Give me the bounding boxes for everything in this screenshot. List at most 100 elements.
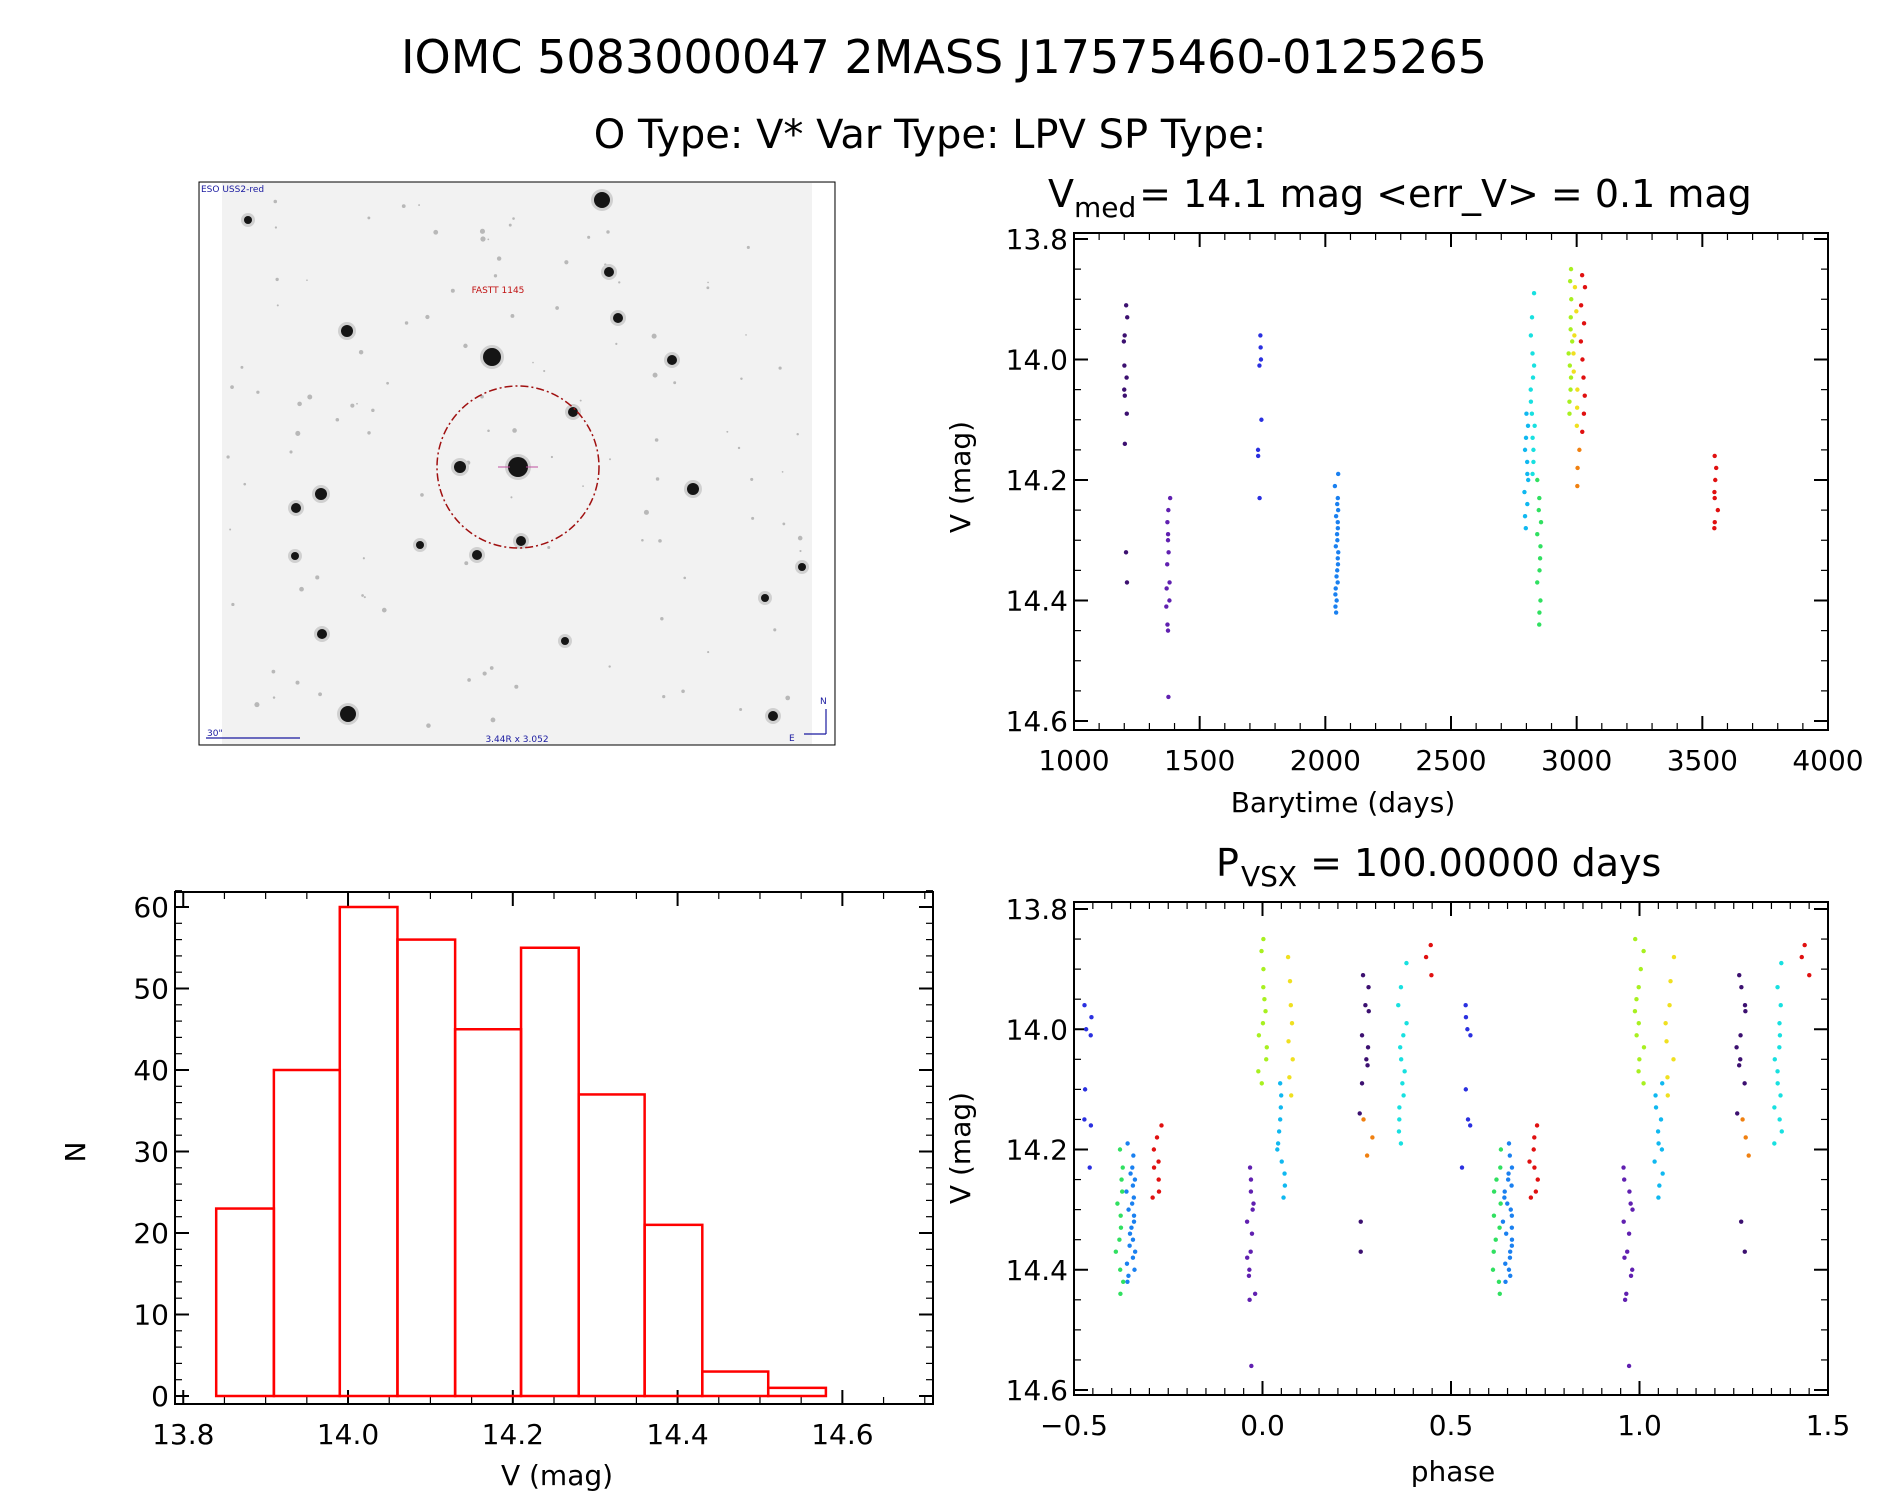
- light-curve-point: [1333, 586, 1338, 591]
- faint-star: [609, 458, 611, 461]
- light-curve-point: [1531, 291, 1537, 296]
- histogram-ytick-label: 10: [133, 1299, 169, 1332]
- light-curve-point: [1582, 393, 1587, 398]
- faint-star: [254, 702, 260, 708]
- light-curve-point: [1333, 513, 1339, 519]
- light-curve-ytick-label: 13.8: [1006, 223, 1068, 256]
- faint-star: [426, 723, 431, 728]
- faint-star: [450, 288, 455, 293]
- phase-plot-point: [1244, 1219, 1250, 1224]
- phase-plot-point: [1533, 1189, 1539, 1194]
- light-curve-point: [1258, 345, 1263, 350]
- phase-plot-point: [1398, 1141, 1404, 1146]
- histogram-ytick-label: 30: [133, 1136, 169, 1169]
- phase-plot-point: [1082, 1117, 1087, 1122]
- light-curve-point: [1523, 526, 1528, 531]
- faint-star: [799, 549, 802, 553]
- phase-plot-point: [1500, 1219, 1506, 1224]
- phase-plot-point: [1366, 984, 1371, 990]
- light-curve-point: [1712, 519, 1717, 525]
- phase-plot-point: [1365, 1045, 1371, 1050]
- histogram-bar: [701, 1370, 770, 1398]
- phase-plot-point: [1249, 1363, 1254, 1369]
- phase-plot-point: [1775, 984, 1780, 990]
- phase-plot-point: [1154, 1135, 1160, 1140]
- phase-plot-point: [1502, 1189, 1507, 1194]
- light-curve-point: [1334, 598, 1339, 603]
- light-curve-point: [1333, 604, 1338, 609]
- phase-plot-point: [1287, 978, 1293, 984]
- light-curve-point: [1531, 447, 1536, 453]
- phase-plot-point: [1127, 1231, 1133, 1236]
- light-curve-point: [1257, 495, 1262, 501]
- light-curve-point: [1567, 278, 1573, 284]
- phase-plot-point: [1401, 1033, 1406, 1038]
- faint-star: [510, 314, 515, 318]
- faint-star: [579, 399, 582, 402]
- histogram-xtick-label: 13.8: [152, 1418, 214, 1451]
- phase-plot-point: [1402, 1069, 1407, 1074]
- faint-star: [230, 385, 234, 390]
- faint-star: [750, 477, 754, 481]
- phase-plot-point: [1261, 984, 1266, 990]
- light-curve-title-rest: = 14.1 mag <err_V> = 0.1 mag: [1127, 172, 1752, 216]
- faint-star: [490, 717, 496, 723]
- phase-plot-point: [1259, 948, 1264, 954]
- faint-star: [781, 471, 784, 473]
- phase-plot-point: [1777, 1021, 1782, 1026]
- light-curve-point: [1335, 538, 1340, 543]
- phase-plot-point: [1259, 1081, 1264, 1086]
- phase-plot-point: [1363, 1003, 1368, 1008]
- phase-plot-point: [1459, 1165, 1465, 1170]
- phase-plot-point: [1275, 1141, 1281, 1146]
- light-curve-plot-area: 1000 1500 2000 2500 3000 3500 4000 13.8 14.0 14.2…: [1006, 223, 1864, 777]
- phase-plot-point: [1507, 1153, 1513, 1158]
- phase-plot-point: [1264, 1057, 1269, 1062]
- light-curve-point: [1532, 423, 1537, 428]
- phase-plot-point: [1634, 996, 1639, 1002]
- phase-plot-point: [1668, 978, 1673, 984]
- phase-plot-point: [1401, 1093, 1406, 1098]
- phase-plot-point: [1428, 942, 1433, 948]
- faint-star: [480, 236, 486, 242]
- light-curve-point: [1571, 351, 1576, 356]
- light-curve-point: [1571, 369, 1576, 374]
- phase-plot-title-rest: = 100.00000 days: [1298, 841, 1661, 885]
- light-curve-point: [1581, 411, 1587, 416]
- phase-plot-point: [1261, 966, 1266, 972]
- histogram-ytick-label: 40: [133, 1054, 169, 1087]
- faint-star: [673, 381, 677, 385]
- phase-plot-point: [1777, 1117, 1782, 1122]
- light-curve-point: [1529, 315, 1535, 320]
- phase-plot-area: −0.5 0.0 0.5 1.0 1.5 13.8 14.0 14.2 14.4 14.6: [1006, 893, 1851, 1442]
- phase-plot-point: [1289, 1021, 1295, 1026]
- phase-plot-point: [1117, 1147, 1123, 1152]
- phase-plot-point: [1358, 1249, 1363, 1254]
- phase-plot-point: [1120, 1165, 1125, 1170]
- phase-plot-point: [1089, 1015, 1094, 1020]
- phase-plot-point: [1087, 1165, 1092, 1170]
- phase-plot-point: [1775, 1081, 1780, 1086]
- phase-plot-point: [1248, 1177, 1254, 1182]
- bright-star: [798, 563, 806, 571]
- phase-plot-point: [1636, 1021, 1641, 1026]
- phase-plot-point: [1742, 1003, 1748, 1008]
- phase-plot-point: [1289, 1093, 1294, 1098]
- bright-star: [483, 348, 501, 366]
- bright-star: [340, 706, 356, 722]
- faint-star: [608, 665, 611, 668]
- phase-plot-point: [1127, 1243, 1132, 1248]
- light-curve-point: [1715, 507, 1721, 513]
- phase-plot-point: [1398, 1057, 1404, 1062]
- light-curve-point: [1257, 363, 1262, 368]
- phase-plot-point: [1262, 996, 1267, 1002]
- phase-plot-point: [1396, 1129, 1402, 1134]
- phase-plot-point: [1248, 1249, 1253, 1254]
- phase-plot-point: [1131, 1219, 1137, 1224]
- phase-plot-point: [1248, 1189, 1254, 1194]
- phase-plot-point: [1509, 1165, 1515, 1170]
- histogram-bar: [519, 946, 580, 1398]
- faint-star: [420, 493, 424, 497]
- target-aperture-circle: [436, 385, 600, 549]
- phase-plot-point: [1799, 954, 1804, 960]
